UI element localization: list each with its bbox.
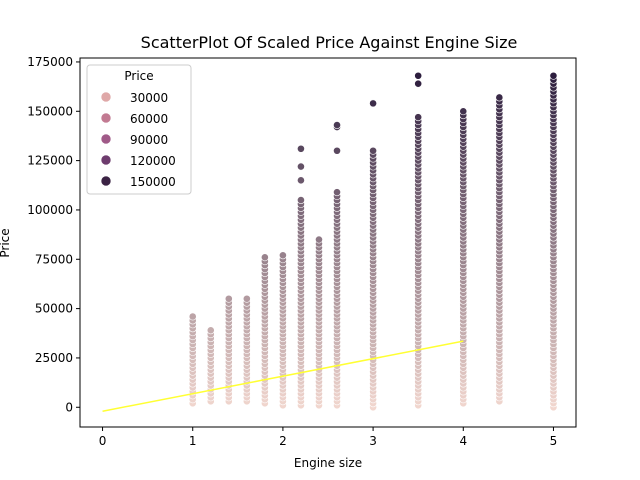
data-point	[459, 107, 468, 116]
data-point	[242, 294, 251, 303]
legend-title: Price	[124, 69, 153, 83]
legend-entry-label: 30000	[130, 91, 168, 105]
y-axis: 0 25000 50000 75000 100000 125000 150000 175000	[27, 55, 80, 414]
legend-marker	[100, 175, 112, 187]
legend-marker	[100, 91, 112, 103]
legend-entry-label: 120000	[130, 154, 176, 168]
y-tick-label: 50000	[35, 302, 73, 316]
legend-entry-label: 150000	[130, 175, 176, 189]
data-point	[297, 144, 305, 153]
y-tick-label: 0	[65, 400, 73, 414]
y-tick-label: 100000	[27, 203, 73, 217]
data-point	[260, 253, 269, 262]
data-point	[549, 71, 558, 80]
x-tick-label: 0	[99, 434, 107, 448]
data-point	[188, 312, 197, 321]
data-point	[369, 99, 377, 108]
y-tick-label: 25000	[35, 351, 73, 365]
data-point	[333, 121, 341, 129]
data-point	[333, 188, 341, 197]
data-point	[206, 326, 215, 335]
legend-marker	[100, 154, 112, 166]
y-tick-label: 150000	[27, 104, 73, 118]
legend-entry-label: 90000	[130, 133, 168, 147]
y-tick-label: 125000	[27, 154, 73, 168]
data-point	[315, 235, 323, 244]
data-point	[297, 162, 305, 171]
data-point	[414, 71, 423, 80]
chart-title: ScatterPlot Of Scaled Price Against Engi…	[141, 33, 518, 52]
x-tick-label: 1	[189, 434, 197, 448]
x-tick-label: 2	[279, 434, 287, 448]
legend-marker	[100, 112, 112, 124]
data-point	[297, 176, 305, 185]
legend: Price 30000 60000 90000 120000 150000	[86, 64, 192, 195]
data-point	[333, 146, 341, 155]
legend-entry-label: 60000	[130, 112, 168, 126]
data-point	[369, 146, 377, 155]
legend-box	[86, 64, 192, 195]
data-point	[495, 93, 504, 102]
legend-marker	[100, 133, 112, 145]
y-tick-label: 75000	[35, 252, 73, 266]
points-layer	[188, 71, 558, 412]
data-point	[279, 251, 287, 260]
regression-layer	[102, 340, 464, 412]
x-tick-label: 4	[459, 434, 467, 448]
regression-line	[102, 340, 464, 412]
data-point	[414, 113, 423, 122]
x-axis-label: Engine size	[294, 456, 362, 470]
y-axis-label: Price	[0, 228, 12, 257]
x-tick-label: 5	[550, 434, 558, 448]
data-point	[414, 79, 423, 88]
x-tick-label: 3	[369, 434, 377, 448]
data-point	[297, 196, 305, 204]
x-axis: 0 1 2 3 4 5	[99, 427, 558, 448]
data-point	[224, 294, 233, 303]
y-tick-label: 175000	[27, 55, 73, 69]
plot-frame	[79, 57, 577, 428]
